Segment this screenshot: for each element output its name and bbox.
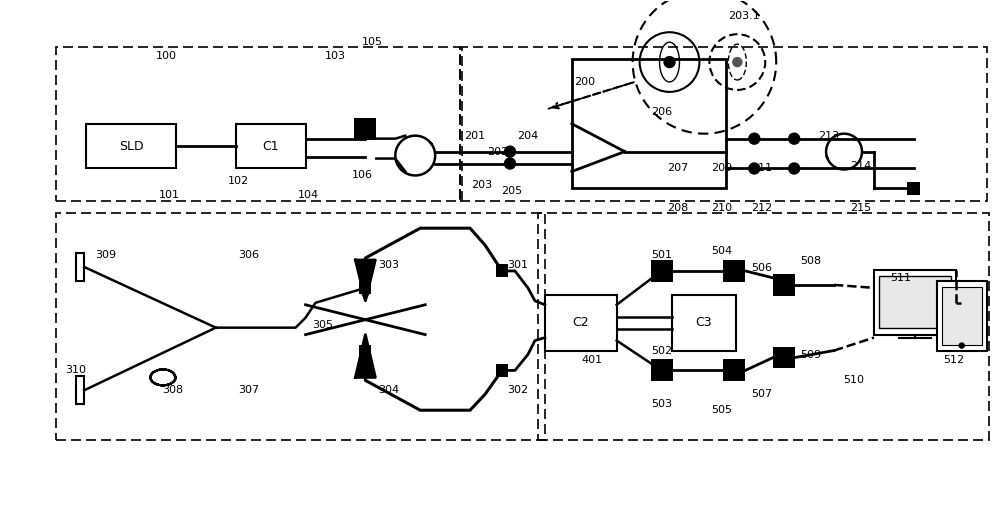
- Bar: [496, 364, 508, 377]
- Bar: [76, 253, 84, 281]
- Bar: [236, 124, 306, 168]
- Polygon shape: [355, 260, 375, 301]
- Bar: [907, 182, 920, 195]
- Circle shape: [789, 163, 800, 174]
- Text: 302: 302: [507, 385, 529, 395]
- Text: 506: 506: [751, 263, 772, 273]
- Text: 308: 308: [162, 385, 183, 395]
- Text: 200: 200: [574, 77, 595, 87]
- Bar: [496, 265, 508, 277]
- Bar: [773, 274, 795, 296]
- Bar: [354, 118, 376, 140]
- Circle shape: [733, 58, 742, 66]
- Text: 508: 508: [801, 256, 822, 266]
- Text: 305: 305: [312, 320, 333, 329]
- Text: 401: 401: [581, 356, 602, 366]
- Text: 505: 505: [711, 405, 732, 415]
- Text: 509: 509: [801, 349, 822, 359]
- Text: 101: 101: [158, 190, 179, 200]
- Bar: [937, 281, 987, 350]
- Text: 201: 201: [465, 131, 486, 141]
- Text: 104: 104: [298, 190, 319, 200]
- Text: 310: 310: [66, 366, 87, 376]
- Bar: [460, 47, 987, 201]
- Text: 213: 213: [819, 131, 840, 141]
- Text: C3: C3: [696, 316, 712, 329]
- Bar: [773, 347, 795, 368]
- Text: 512: 512: [943, 356, 964, 366]
- Bar: [723, 260, 745, 282]
- Text: C1: C1: [262, 140, 279, 153]
- Circle shape: [749, 163, 760, 174]
- Text: 215: 215: [850, 203, 872, 213]
- Circle shape: [789, 133, 800, 144]
- Circle shape: [504, 158, 515, 169]
- Text: 301: 301: [507, 260, 528, 270]
- Bar: [538, 213, 989, 440]
- Text: 102: 102: [228, 176, 249, 186]
- Bar: [651, 260, 673, 282]
- Text: 105: 105: [362, 37, 383, 47]
- Bar: [56, 213, 545, 440]
- Bar: [723, 359, 745, 381]
- Text: SLD: SLD: [119, 140, 143, 153]
- Text: 307: 307: [238, 385, 259, 395]
- Text: 205: 205: [501, 186, 523, 196]
- Text: 211: 211: [751, 164, 772, 174]
- Circle shape: [749, 133, 760, 144]
- Bar: [56, 47, 460, 201]
- Text: 103: 103: [325, 51, 346, 61]
- Text: 208: 208: [667, 203, 688, 213]
- Bar: [545, 295, 617, 350]
- Circle shape: [959, 343, 964, 348]
- Text: C2: C2: [572, 316, 589, 329]
- Bar: [879, 276, 951, 327]
- Text: 510: 510: [844, 376, 865, 385]
- Text: 106: 106: [352, 170, 373, 180]
- Text: 207: 207: [667, 164, 688, 174]
- Text: 210: 210: [711, 203, 732, 213]
- Polygon shape: [355, 335, 375, 378]
- Text: 303: 303: [378, 260, 399, 270]
- Text: 206: 206: [651, 107, 672, 117]
- Text: 507: 507: [751, 389, 772, 399]
- Text: 214: 214: [850, 161, 872, 170]
- Bar: [942, 287, 982, 345]
- Text: 304: 304: [378, 385, 399, 395]
- Text: 100: 100: [155, 51, 176, 61]
- Text: 202: 202: [487, 146, 509, 156]
- Text: 504: 504: [711, 246, 732, 256]
- Bar: [572, 59, 726, 188]
- Text: 209: 209: [711, 164, 732, 174]
- Text: 203: 203: [471, 180, 493, 190]
- Circle shape: [504, 146, 515, 157]
- Text: 306: 306: [238, 250, 259, 260]
- Bar: [359, 345, 371, 357]
- Bar: [672, 295, 736, 350]
- Text: 511: 511: [890, 273, 911, 283]
- Text: 212: 212: [751, 203, 772, 213]
- Text: 204: 204: [517, 131, 539, 141]
- Text: 501: 501: [651, 250, 672, 260]
- Bar: [359, 282, 371, 294]
- Bar: [874, 270, 956, 335]
- Bar: [651, 359, 673, 381]
- Text: 503: 503: [651, 399, 672, 409]
- Text: 203.1: 203.1: [728, 12, 760, 21]
- Bar: [86, 124, 176, 168]
- Bar: [76, 377, 84, 404]
- Text: 502: 502: [651, 346, 672, 356]
- Circle shape: [664, 56, 675, 67]
- Text: 309: 309: [96, 250, 117, 260]
